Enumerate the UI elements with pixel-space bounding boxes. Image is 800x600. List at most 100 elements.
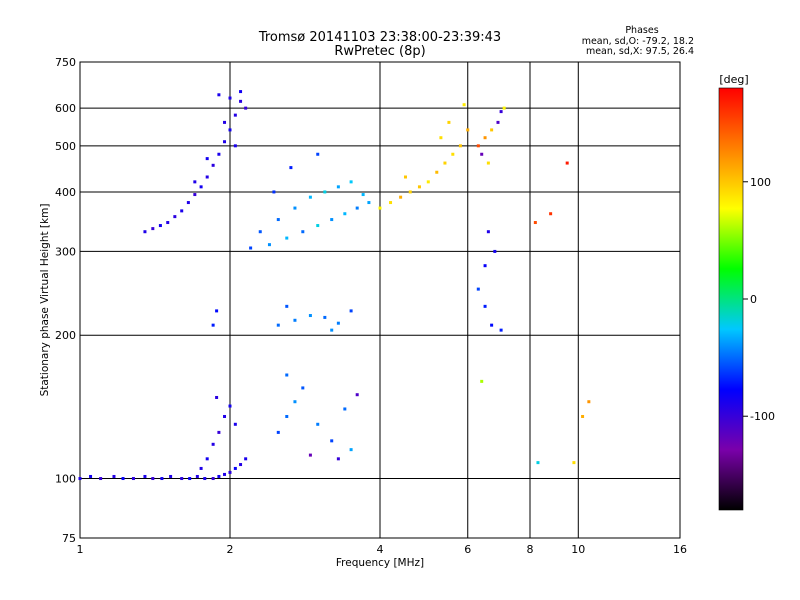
data-point [143,474,147,478]
colorbar-tick-label: 100 [750,176,771,189]
data-point [173,215,177,219]
data-point [533,221,537,225]
data-point [195,474,199,478]
data-point [121,477,125,481]
data-point [228,470,232,474]
data-point [293,400,297,404]
data-point [160,477,164,481]
data-point [301,386,305,390]
data-point [336,321,340,325]
data-points [78,90,591,481]
data-point [217,430,221,434]
data-point [536,461,540,465]
y-tick-label: 300 [55,245,76,258]
data-point [99,477,103,481]
data-point [355,393,359,397]
data-point [267,243,271,247]
data-point [78,477,82,481]
y-tick-label: 750 [55,56,76,69]
data-point [476,287,480,291]
data-point [308,195,312,199]
data-point [186,201,190,205]
chart-subtitle: RwPretec (8p) [334,44,425,59]
data-point [483,264,487,268]
data-point [199,466,203,470]
data-point [180,477,184,481]
data-point [480,152,484,156]
data-point [249,246,253,250]
data-point [426,180,430,184]
data-point [308,314,312,318]
data-point [483,136,487,140]
data-point [417,185,421,189]
data-point [581,414,585,418]
data-point [486,230,490,234]
data-point [565,161,569,165]
data-point [490,323,494,327]
colorbar-ticks: 100 0 -100 [743,176,775,423]
data-point [308,453,312,457]
data-point [239,90,243,94]
data-point [205,175,209,179]
data-point [443,161,447,165]
data-point [572,461,576,465]
data-point [293,206,297,210]
data-point [211,477,215,481]
data-point [223,414,227,418]
data-point [587,400,591,404]
data-point [451,152,455,156]
data-point [316,152,320,156]
y-tick-label: 200 [55,329,76,342]
data-point [403,175,407,179]
stats-line-x: mean, sd,X: 97.5, 26.4 [586,46,694,57]
y-tick-label: 500 [55,140,76,153]
data-point [301,230,305,234]
data-point [399,195,403,199]
data-point [233,113,237,117]
data-point [389,201,393,205]
data-point [276,323,280,327]
data-point [349,180,353,184]
data-point [367,201,371,205]
data-point [239,99,243,103]
data-point [244,457,248,461]
data-point [466,128,470,132]
data-point [439,136,443,140]
data-point [112,474,116,478]
data-point [276,430,280,434]
x-tick-labels: 1 2 4 6 8 10 16 [77,543,688,556]
data-point [239,463,243,467]
data-point [499,110,503,114]
x-tick-label: 6 [464,543,471,556]
data-point [490,128,494,132]
data-point [476,144,480,148]
data-point [462,103,466,107]
data-point [483,304,487,308]
data-point [233,144,237,148]
data-point [272,190,276,194]
data-point [336,457,340,461]
colorbar [718,87,744,511]
data-point [289,166,293,170]
x-axis-label: Frequency [MHz] [336,557,424,569]
data-point [323,190,327,194]
chart-title: Tromsø 20141103 23:38:00-23:39:43 [258,30,501,45]
data-point [244,106,248,110]
data-point [188,477,192,481]
data-point [131,477,135,481]
data-point [205,157,209,161]
data-point [217,474,221,478]
data-point [205,457,209,461]
y-tick-label: 600 [55,102,76,115]
data-point [211,163,215,167]
data-point [215,395,219,399]
data-point [285,373,289,377]
data-point [316,224,320,228]
data-point [217,93,221,97]
data-point [330,439,334,443]
data-point [223,140,227,144]
data-point [493,249,497,253]
data-point [408,190,412,194]
x-tick-label: 2 [227,543,234,556]
